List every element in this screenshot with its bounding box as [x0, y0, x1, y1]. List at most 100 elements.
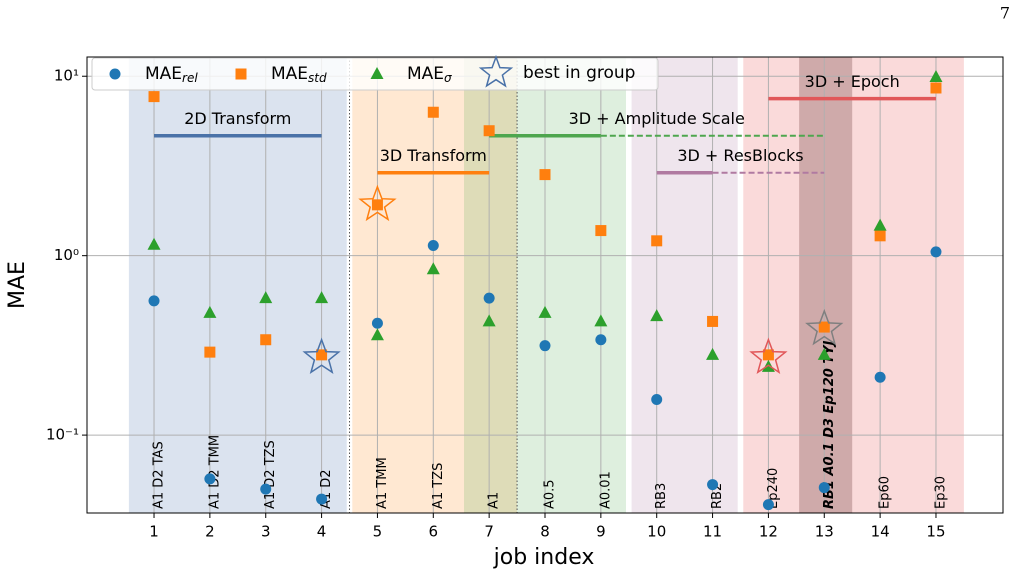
point: [371, 199, 383, 211]
x-tick-label: 4: [317, 523, 327, 541]
job-label: RB3: [654, 483, 669, 509]
x-tick-label: 7: [484, 523, 494, 541]
group-region: [743, 57, 964, 513]
plot-frame: [86, 56, 1004, 514]
legend-marker: [370, 67, 384, 79]
point: [706, 347, 720, 360]
x-tick-label: 10: [647, 523, 666, 541]
job-label: Ep60: [878, 476, 893, 509]
point: [818, 482, 830, 494]
x-tick-label: 13: [815, 523, 834, 541]
point: [762, 349, 774, 361]
job-label: A0.5: [543, 479, 558, 509]
point: [873, 218, 887, 231]
legend-label-main: MAE: [145, 64, 182, 84]
job-label: A1 D2 TAS: [152, 441, 167, 509]
point: [929, 70, 943, 83]
legend-label-sub: std: [308, 71, 327, 85]
point: [595, 225, 607, 237]
legend-label-main: MAE: [271, 64, 308, 84]
point: [203, 305, 217, 318]
group-region: [128, 57, 347, 513]
job-label: A1 D2 TMM: [207, 435, 222, 509]
legend-label: MAErel: [145, 64, 198, 85]
point: [426, 262, 440, 275]
group-label: 3D + Amplitude Scale: [569, 109, 745, 128]
best-star: [302, 337, 341, 375]
point: [259, 291, 273, 304]
job-label: Ep240: [766, 468, 781, 509]
x-tick-label: 9: [596, 523, 606, 541]
x-tick-label: 1: [149, 523, 159, 541]
x-tick-label: 15: [926, 523, 945, 541]
job-label: RB1 A0.1 D3 Ep120 TYJ: [822, 340, 837, 509]
point: [707, 315, 719, 327]
point: [874, 371, 886, 383]
best-star: [358, 184, 397, 222]
page-number: 7: [1000, 4, 1010, 23]
legend-marker: [109, 68, 121, 80]
point: [874, 230, 886, 242]
point: [427, 106, 439, 118]
point: [650, 309, 664, 322]
legend-label: best in group: [523, 63, 635, 83]
y-tick-label: 10⁰: [54, 246, 79, 264]
job-label: A1 D2 TZS: [263, 440, 278, 509]
point: [260, 483, 272, 495]
point: [539, 169, 551, 181]
point: [260, 334, 272, 346]
point: [762, 499, 774, 511]
group-label: 3D Transform: [380, 146, 487, 165]
legend-label-main: MAE: [407, 64, 444, 84]
point: [204, 473, 216, 485]
job-label: A1 TMM: [375, 457, 390, 509]
point: [316, 349, 328, 361]
point: [148, 91, 160, 103]
point: [817, 347, 831, 360]
legend-label-sub: σ: [444, 71, 452, 85]
point: [483, 125, 495, 137]
y-tick-label: 10⁻¹: [46, 426, 79, 444]
point: [370, 328, 384, 341]
legend-marker: [235, 68, 247, 80]
y-tick-label: 10¹: [54, 67, 79, 85]
legend-label-sub: rel: [182, 71, 198, 85]
x-tick-label: 2: [205, 523, 215, 541]
point: [147, 237, 161, 250]
point: [818, 321, 830, 333]
x-axis-label: job index: [493, 545, 595, 570]
point: [204, 346, 216, 358]
x-tick-label: 11: [703, 523, 722, 541]
point: [371, 317, 383, 329]
point: [595, 334, 607, 346]
job-label: A1: [487, 492, 502, 509]
point: [482, 314, 496, 327]
x-tick-label: 12: [759, 523, 778, 541]
point: [148, 295, 160, 307]
job-label: A0.01: [598, 471, 613, 509]
legend-label: MAEσ: [407, 64, 452, 85]
legend-label: MAEstd: [271, 64, 327, 85]
y-axis-label: MAE: [5, 261, 30, 309]
point: [930, 246, 942, 258]
x-tick-label: 14: [871, 523, 890, 541]
point: [651, 393, 663, 405]
legend: MAErel MAEstd MAEσ best in group: [91, 57, 659, 91]
x-tick-label: 6: [429, 523, 439, 541]
point: [315, 291, 329, 304]
best-star: [749, 337, 788, 375]
job-label: Ep30: [933, 476, 948, 509]
group-label: 2D Transform: [184, 109, 291, 128]
point: [651, 235, 663, 247]
point: [427, 239, 439, 251]
group-region: [799, 57, 853, 513]
point: [483, 292, 495, 304]
group-region: [631, 57, 738, 513]
x-tick-label: 8: [540, 523, 550, 541]
x-tick-label: 3: [261, 523, 271, 541]
group-label: 3D + ResBlocks: [677, 146, 803, 165]
point: [316, 493, 328, 505]
point: [930, 82, 942, 94]
